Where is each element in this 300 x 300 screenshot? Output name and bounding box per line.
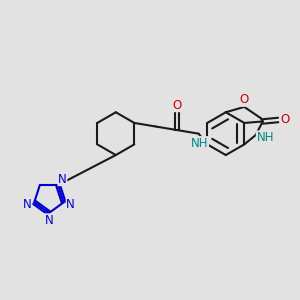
Text: NH: NH <box>191 137 208 150</box>
Text: N: N <box>23 198 32 211</box>
Text: O: O <box>280 113 289 127</box>
Text: NH: NH <box>256 131 274 144</box>
Text: O: O <box>240 93 249 106</box>
Text: N: N <box>45 214 53 227</box>
Text: O: O <box>172 99 182 112</box>
Text: N: N <box>58 172 67 185</box>
Text: N: N <box>66 198 75 211</box>
